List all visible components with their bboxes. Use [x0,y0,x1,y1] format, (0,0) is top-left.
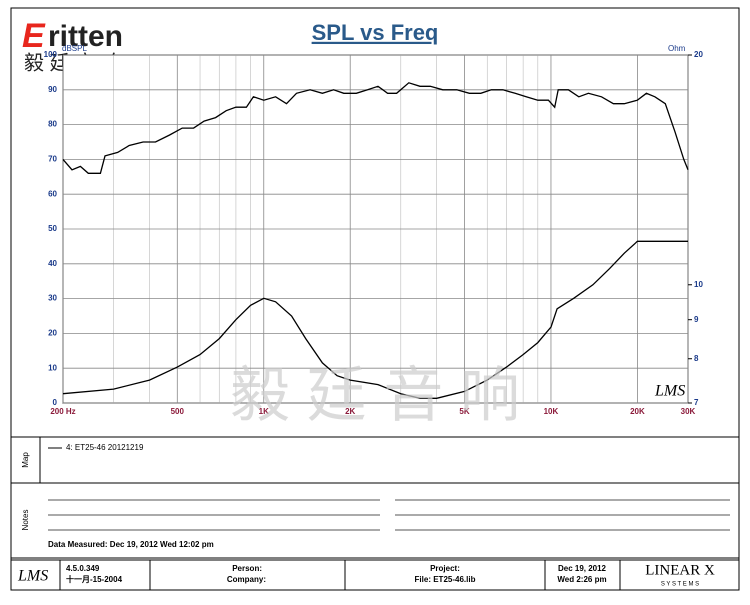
y-axis-label: dBSPL [62,44,87,53]
y-tick-label: 10 [48,363,57,372]
chart-logo: LMS [654,383,685,400]
notes-panel [10,482,740,559]
x-tick-label: 30K [681,407,696,416]
footer-cells [10,559,740,591]
y2-tick-label: 10 [694,280,703,289]
y-tick-label: 90 [48,85,57,94]
data-line [62,240,688,399]
x-tick-label: 20K [630,407,645,416]
y-tick-label: 20 [48,329,57,338]
y2-tick-label: 20 [694,50,703,59]
map-panel [10,436,740,484]
y-tick-label: 0 [53,398,58,407]
footer-old-date: 十一月-15-2004 [66,574,123,584]
chart-title: SPL vs Freq [312,20,439,45]
footer-date: Dec 19, 2012 [558,564,607,573]
notes-label: Notes [21,510,30,531]
footer-company: Company: [227,575,266,584]
y-tick-label: 60 [48,189,57,198]
y-tick-label: 100 [44,50,58,59]
x-tick-label: 200 Hz [50,407,75,416]
x-tick-label: 5K [459,407,469,416]
footer-file: File: ET25-46.lib [415,575,476,584]
legend-label: 4: ET25-46 20121219 [66,443,144,452]
y-tick-label: 80 [48,120,57,129]
watermark: 毅 廷 音 响 [230,362,520,429]
footer-time: Wed 2:26 pm [557,575,606,584]
footer-logo: LMS [17,568,48,585]
notes-measured: Data Measured: Dec 19, 2012 Wed 12:02 pm [48,540,214,549]
footer-version: 4.5.0.349 [66,564,100,573]
y2-tick-label: 7 [694,398,699,407]
y-tick-label: 30 [48,294,57,303]
footer-person: Person: [232,564,262,573]
footer-project: Project: [430,564,460,573]
x-tick-label: 1K [259,407,269,416]
y-tick-label: 70 [48,155,57,164]
x-tick-label: 2K [345,407,355,416]
y-tick-label: 50 [48,224,57,233]
footer-brand-sub: S Y S T E M S [661,582,699,588]
y-tick-label: 40 [48,259,57,268]
x-tick-label: 10K [544,407,559,416]
notes-lines [48,499,730,531]
y2-tick-label: 9 [694,315,699,324]
logo-initial: E [22,17,46,55]
footer-brand: LINEAR X [645,562,715,578]
y2-axis-label: Ohm [668,44,686,53]
map-label: Map [21,452,30,468]
x-tick-label: 500 [171,407,185,416]
logo-text: ritten [48,20,123,53]
y2-tick-label: 8 [694,354,699,363]
data-line [62,82,689,174]
